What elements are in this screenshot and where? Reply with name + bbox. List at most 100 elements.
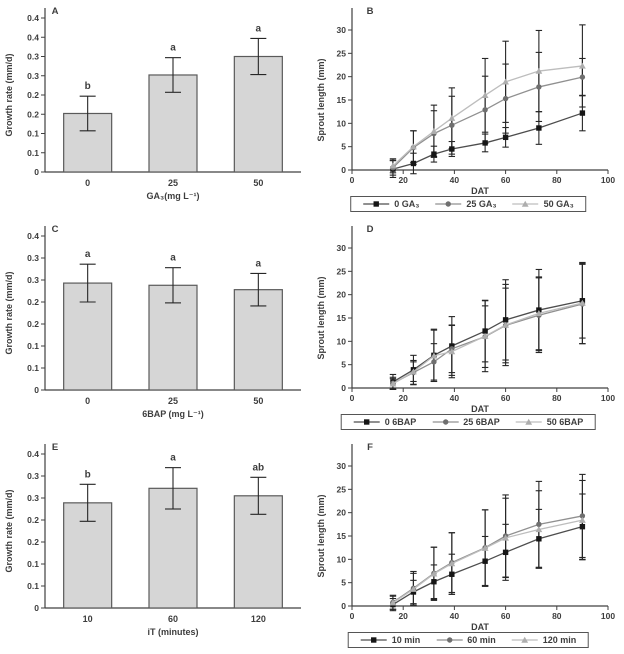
triangle-marker bbox=[430, 127, 438, 134]
series-line-25 6BAP bbox=[392, 303, 583, 384]
circle-marker bbox=[579, 513, 586, 519]
x-category-label: 0 bbox=[85, 178, 90, 188]
y-tick-label: 0.3 bbox=[27, 52, 39, 62]
series-line-120 min bbox=[392, 519, 583, 604]
legend-item: 120 min bbox=[511, 635, 576, 645]
y-tick-label: 5 bbox=[341, 142, 346, 152]
y-axis-title: Sprout length (mm) bbox=[316, 59, 326, 142]
legend-D: 0 6BAP 25 6BAP 50 6BAP bbox=[340, 414, 596, 430]
triangle-marker bbox=[502, 534, 509, 541]
y-tick-label: 0.1 bbox=[27, 559, 39, 569]
legend-label: 0 6BAP bbox=[384, 416, 417, 427]
square-marker bbox=[410, 160, 417, 167]
triangle-marker bbox=[521, 636, 529, 643]
legend-label: 25 GA₃ bbox=[466, 198, 497, 209]
triangle-marker bbox=[448, 560, 456, 567]
circle-marker bbox=[482, 107, 488, 113]
circle-marker bbox=[536, 521, 542, 528]
series-line-10 min bbox=[392, 526, 583, 606]
circle-marker bbox=[431, 359, 437, 365]
x-tick-label: 0 bbox=[350, 175, 355, 185]
square-marker bbox=[371, 637, 377, 643]
x-tick-label: 20 bbox=[398, 611, 408, 621]
triangle-marker bbox=[535, 310, 543, 317]
legend-label: 25 6BAP bbox=[463, 416, 500, 427]
legend-B: 0 GA₃ 25 GA₃ 50 GA₃ bbox=[350, 196, 586, 212]
sig-letter: ab bbox=[252, 462, 264, 473]
panel-d-sprout-length-6bap: D 0 5 10 15 20 25 30 0 20 40 60 80 100 DAT Sprout lengt… bbox=[312, 218, 624, 436]
circle-marker bbox=[449, 122, 455, 128]
sig-letter: b bbox=[85, 81, 91, 92]
y-tick-label: 10 bbox=[337, 554, 347, 564]
y-tick-label: 30 bbox=[337, 25, 347, 35]
x-tick-label: 100 bbox=[601, 175, 615, 185]
y-tick-label: 0 bbox=[34, 385, 39, 395]
y-tick-label: 0.2 bbox=[27, 90, 39, 100]
y-tick-label: 0.1 bbox=[27, 363, 39, 373]
legend-item: 25 6BAP bbox=[431, 417, 500, 427]
square-marker bbox=[449, 571, 455, 577]
legend-marker-circle bbox=[435, 201, 462, 207]
y-tick-label: 5 bbox=[341, 578, 346, 588]
x-tick-label: 20 bbox=[398, 175, 408, 185]
y-axis-title: Growth rate (mm/d) bbox=[4, 53, 14, 136]
square-marker bbox=[482, 328, 488, 334]
panel-a-growth-rate-ga3: A 0 0.1 0.1 0.2 0.2 0.3 0.3 0.4 0.4 b 0 a 25 a 50 GA₃(mg… bbox=[0, 0, 312, 218]
y-tick-label: 0.4 bbox=[27, 13, 39, 23]
x-category-label: 0 bbox=[85, 396, 90, 406]
y-tick-label: 30 bbox=[337, 461, 347, 471]
x-tick-label: 60 bbox=[501, 175, 511, 185]
y-tick-label: 0.3 bbox=[27, 253, 39, 263]
y-tick-label: 20 bbox=[337, 290, 347, 300]
x-axis-title: DAT bbox=[471, 622, 489, 632]
bar-50 bbox=[233, 55, 283, 173]
y-tick-label: 10 bbox=[337, 118, 347, 128]
legend-item: 50 6BAP bbox=[515, 416, 584, 427]
legend-marker-triangle bbox=[511, 636, 538, 643]
y-tick-label: 20 bbox=[337, 72, 347, 82]
triangle-marker bbox=[525, 418, 533, 425]
panel-c-growth-rate-6bap: C 0 0.1 0.1 0.2 0.2 0.3 0.3 0.4 a 0 a 25 a 50 6BAP (mg … bbox=[0, 218, 312, 436]
x-axis-title: DAT bbox=[471, 404, 489, 414]
y-tick-label: 0.2 bbox=[27, 109, 39, 119]
square-marker bbox=[410, 589, 417, 595]
triangle-marker bbox=[410, 368, 417, 375]
triangle-marker bbox=[502, 321, 509, 328]
x-tick-label: 80 bbox=[552, 175, 562, 185]
y-tick-label: 0 bbox=[34, 603, 39, 613]
series-line-25 GA₃ bbox=[392, 76, 583, 169]
y-tick-label: 0 bbox=[341, 383, 346, 393]
legend-marker-triangle bbox=[515, 418, 542, 425]
bar-chart-A: A 0 0.1 0.1 0.2 0.2 0.3 0.3 0.4 0.4 b 0 a 25 a 50 GA₃(mg… bbox=[4, 6, 301, 201]
legend-label: 50 GA₃ bbox=[543, 198, 574, 209]
square-marker bbox=[536, 125, 542, 131]
square-marker bbox=[502, 134, 509, 141]
panel-letter: F bbox=[367, 442, 373, 453]
y-tick-label: 0 bbox=[34, 167, 39, 177]
line-chart-D: D 0 5 10 15 20 25 30 0 20 40 60 80 100 DAT Sprout lengt… bbox=[316, 224, 615, 414]
square-marker bbox=[373, 201, 379, 207]
y-tick-label: 0.3 bbox=[27, 71, 39, 81]
legend-label: 50 6BAP bbox=[546, 416, 584, 427]
triangle-marker bbox=[430, 352, 438, 359]
sig-letter: a bbox=[256, 23, 262, 34]
square-marker bbox=[431, 151, 437, 157]
square-marker bbox=[579, 523, 586, 530]
x-axis-title: 6BAP (mg L⁻¹) bbox=[142, 409, 204, 419]
square-marker bbox=[536, 536, 542, 542]
triangle-marker bbox=[448, 114, 456, 121]
triangle-marker bbox=[481, 92, 489, 99]
square-marker bbox=[449, 343, 455, 349]
x-category-label: 60 bbox=[168, 614, 178, 624]
y-tick-label: 0.4 bbox=[27, 449, 39, 459]
y-tick-label: 0.1 bbox=[27, 581, 39, 591]
x-category-label: 25 bbox=[168, 178, 178, 188]
sig-letter: a bbox=[170, 43, 176, 54]
legend-marker-square bbox=[363, 201, 390, 207]
sig-letter: a bbox=[256, 258, 262, 269]
legend-marker-circle bbox=[432, 419, 459, 425]
x-tick-label: 20 bbox=[398, 393, 408, 403]
legend-marker-square bbox=[353, 419, 380, 425]
line-chart-F: F 0 5 10 15 20 25 30 0 20 40 60 80 100 DAT Sprout lengt… bbox=[316, 442, 615, 632]
y-tick-label: 0 bbox=[341, 601, 346, 611]
